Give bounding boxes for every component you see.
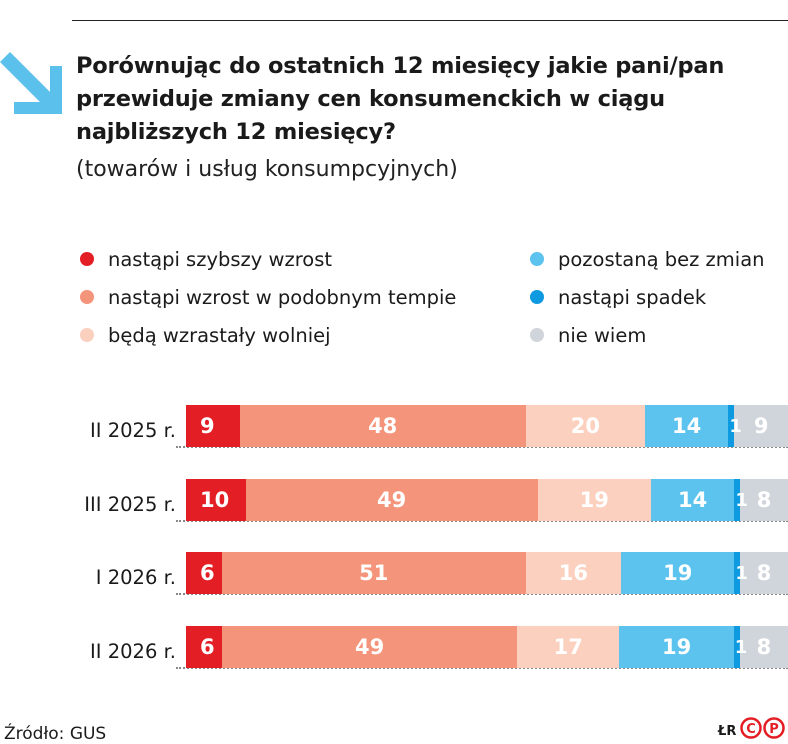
top-rule bbox=[72, 20, 788, 21]
bar-segment: 8 bbox=[740, 479, 788, 521]
data-label: 49 bbox=[377, 488, 407, 512]
legend-item: będą wzrastały wolniej bbox=[80, 316, 456, 354]
bar-segment: 6 bbox=[186, 626, 223, 668]
data-label: 6 bbox=[200, 635, 215, 659]
category-label: I 2026 r. bbox=[95, 566, 176, 589]
legend-label: nastąpi wzrost w podobnym tempie bbox=[108, 285, 457, 309]
data-label: 14 bbox=[677, 488, 708, 512]
svg-text:C: C bbox=[746, 722, 756, 737]
bar-segment: 8 bbox=[739, 626, 788, 668]
chart-subtitle: (towarów i usług konsumpcyjnych) bbox=[76, 157, 458, 182]
data-label: 8 bbox=[756, 635, 772, 659]
legend-swatch bbox=[530, 328, 544, 342]
data-label: 14 bbox=[672, 414, 702, 438]
legend-label: nie wiem bbox=[558, 323, 647, 347]
data-label: 6 bbox=[200, 561, 215, 585]
category-label: II 2026 r. bbox=[90, 640, 176, 663]
legend-swatch bbox=[530, 252, 544, 266]
bar-segment: 1 bbox=[733, 626, 747, 668]
data-label: 9 bbox=[200, 414, 215, 438]
legend-label: będą wzrastały wolniej bbox=[108, 323, 331, 347]
legend-left: nastąpi szybszy wzrost nastąpi wzrost w p… bbox=[80, 240, 456, 354]
leader-line bbox=[176, 520, 788, 522]
legend-item: nastąpi wzrost w podobnym tempie bbox=[80, 278, 456, 316]
category-label: III 2025 r. bbox=[84, 493, 176, 516]
data-label: 17 bbox=[553, 635, 583, 659]
bar-segment: 20 bbox=[525, 405, 645, 447]
data-label: 19 bbox=[579, 488, 609, 512]
leader-line bbox=[176, 593, 788, 595]
bar-segment: 19 bbox=[537, 479, 651, 521]
data-label: 8 bbox=[756, 488, 772, 512]
leader-line bbox=[176, 667, 788, 669]
bar-segment: 14 bbox=[650, 479, 735, 521]
legend-label: pozostaną bez zmian bbox=[558, 247, 765, 271]
source-note: Źródło: GUS bbox=[4, 724, 107, 744]
bar-segment: 9 bbox=[186, 405, 240, 447]
bar-segment: 16 bbox=[525, 552, 622, 594]
data-label: 8 bbox=[756, 561, 772, 585]
bar-row: 10 49 19 14 1 8 bbox=[186, 479, 788, 521]
legend-label: nastąpi szybszy wzrost bbox=[108, 247, 333, 271]
data-label: 16 bbox=[558, 561, 589, 585]
data-label: 49 bbox=[354, 635, 385, 659]
arrow-down-right-icon bbox=[0, 52, 62, 114]
bar-segment: 1 bbox=[734, 479, 748, 521]
bar-segment: 17 bbox=[517, 626, 620, 668]
author-credit: ŁR bbox=[718, 724, 737, 739]
publisher-logo: C P bbox=[740, 717, 785, 739]
legend-swatch bbox=[80, 252, 94, 266]
chart-title: Porównując do ostatnich 12 miesięcy jaki… bbox=[76, 53, 725, 145]
legend-swatch bbox=[80, 290, 94, 304]
data-label: 19 bbox=[663, 561, 693, 585]
bar-segment: 48 bbox=[239, 405, 526, 447]
category-label: II 2025 r. bbox=[90, 419, 176, 442]
bar-segment: 1 bbox=[728, 405, 742, 447]
legend-swatch bbox=[530, 290, 544, 304]
legend-item: pozostaną bez zmian bbox=[530, 240, 765, 278]
bar-segment: 51 bbox=[221, 552, 526, 594]
bar-segment: 19 bbox=[621, 552, 735, 594]
legend-label: nastąpi spadek bbox=[558, 285, 707, 309]
bar-segment: 49 bbox=[245, 479, 538, 521]
legend-right: pozostaną bez zmian nastąpi spadek nie wie… bbox=[530, 240, 765, 354]
svg-text:P: P bbox=[769, 722, 779, 737]
bar-row: 6 49 17 19 1 8 bbox=[186, 626, 788, 668]
leader-line bbox=[176, 446, 788, 448]
data-label: 19 bbox=[661, 635, 692, 659]
data-label: 10 bbox=[200, 488, 230, 512]
bar-segment: 9 bbox=[734, 405, 788, 447]
bar-segment: 8 bbox=[740, 552, 788, 594]
legend-item: nastąpi szybszy wzrost bbox=[80, 240, 456, 278]
data-label: 51 bbox=[359, 561, 389, 585]
legend-item: nastąpi spadek bbox=[530, 278, 765, 316]
data-label: 1 bbox=[729, 415, 742, 437]
data-label: 1 bbox=[735, 562, 748, 584]
legend-item: nie wiem bbox=[530, 316, 765, 354]
data-label: 20 bbox=[570, 414, 600, 438]
bar-segment: 14 bbox=[644, 405, 729, 447]
data-label: 1 bbox=[735, 489, 748, 511]
bar-segment: 10 bbox=[186, 479, 246, 521]
bar-segment: 19 bbox=[619, 626, 734, 668]
data-label: 1 bbox=[734, 636, 748, 658]
bar-row: 6 51 16 19 1 8 bbox=[186, 552, 788, 594]
bar-segment: 49 bbox=[222, 626, 518, 668]
legend-swatch bbox=[80, 328, 94, 342]
bar-row: 9 48 20 14 1 9 bbox=[186, 405, 788, 447]
bar-segment: 1 bbox=[734, 552, 748, 594]
data-label: 9 bbox=[753, 414, 769, 438]
bar-segment: 6 bbox=[186, 552, 222, 594]
data-label: 48 bbox=[368, 414, 398, 438]
